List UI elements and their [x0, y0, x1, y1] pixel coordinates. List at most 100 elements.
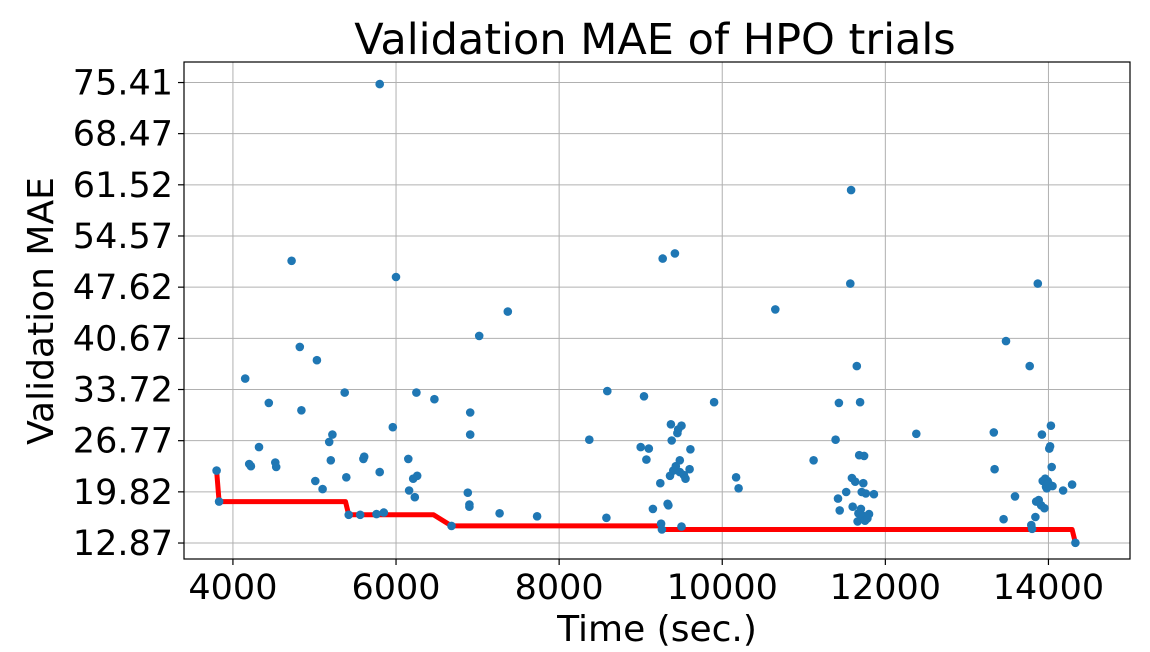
y-axis-label: Validation MAE [21, 177, 62, 445]
trial-point [463, 488, 473, 498]
trial-point [853, 517, 862, 526]
trial-point [709, 397, 719, 407]
trial-point [318, 484, 327, 494]
trial-point [412, 388, 421, 397]
trial-point [848, 502, 857, 512]
y-tick-label: 26.77 [73, 422, 173, 462]
trial-point [1025, 361, 1034, 371]
plot-frame [183, 61, 1131, 560]
trial-point [430, 394, 439, 404]
trial-point [391, 272, 401, 282]
trial-point [1033, 279, 1043, 288]
trial-point [324, 437, 334, 447]
trial-point [503, 307, 513, 316]
trial-point [681, 474, 690, 484]
trial-point [675, 456, 685, 465]
trial-point [342, 473, 351, 482]
x-tick-label: 14000 [993, 568, 1104, 608]
trial-point [355, 510, 365, 520]
trial-point [834, 398, 844, 408]
trial-point [287, 256, 296, 266]
trial-point [532, 512, 542, 521]
x-tick-label: 8000 [515, 568, 604, 608]
y-tick-label: 75.41 [73, 64, 173, 104]
trial-point [312, 355, 322, 365]
trial-point [375, 79, 385, 89]
trial-point [379, 508, 389, 517]
trial-point [271, 462, 281, 472]
trial-point [990, 464, 999, 474]
trial-point [1046, 421, 1056, 431]
trial-point [734, 484, 743, 493]
x-tick-label: 12000 [830, 568, 941, 608]
y-tick-label: 61.52 [73, 166, 173, 206]
trial-point [664, 501, 673, 510]
trial-point [1048, 481, 1057, 491]
trial-point [835, 506, 844, 515]
trial-point [667, 436, 676, 445]
y-tick-label: 40.67 [73, 319, 173, 359]
trial-point [1001, 336, 1011, 346]
trial-point [254, 442, 264, 452]
trial-point [685, 464, 694, 474]
trial-point [474, 331, 484, 341]
trial-point [214, 497, 224, 506]
trial-point [246, 461, 256, 471]
trial-point [686, 445, 695, 454]
trial-point [831, 435, 840, 445]
trial-point [677, 421, 686, 431]
y-tick-label: 19.82 [73, 473, 173, 513]
trial-point [861, 489, 871, 498]
trial-point [771, 305, 780, 314]
trial-point [412, 471, 422, 481]
x-axis: 4000 6000 8000 10000 12000 14000 [188, 559, 1104, 608]
trial-point [809, 456, 818, 465]
best-so-far-polyline [214, 468, 1078, 546]
trial-point [410, 492, 420, 502]
trial-point [311, 476, 320, 486]
y-tick-label: 54.57 [73, 217, 173, 257]
trial-point [495, 509, 504, 518]
trial-point [852, 361, 862, 371]
trial-point [1058, 486, 1068, 495]
trial-point [644, 444, 654, 453]
trial-point [648, 504, 658, 514]
trial-point [989, 428, 999, 437]
trial-point [666, 420, 676, 429]
trial-point [639, 392, 649, 401]
trial-point [636, 442, 645, 452]
trial-point [846, 185, 856, 195]
trial-point [465, 408, 475, 417]
x-tick-label: 10000 [667, 568, 778, 608]
trial-point [731, 473, 741, 482]
trial-point [841, 487, 851, 497]
y-axis: 12.87 19.82 26.77 33.72 40.67 47.62 54.57 61.52… [73, 64, 184, 564]
trial-point [846, 279, 855, 288]
trial-point [1040, 503, 1049, 513]
trial-point [1037, 430, 1047, 439]
y-tick-label: 12.87 [73, 524, 173, 564]
trial-point [1010, 492, 1020, 501]
trial-point [856, 504, 866, 514]
trial-point [375, 467, 385, 477]
trial-point [603, 386, 612, 396]
trial-point [833, 494, 843, 503]
trial-point [656, 478, 665, 488]
trial-point [585, 435, 594, 445]
trial-point [1071, 538, 1080, 548]
trial-point [1045, 442, 1055, 451]
trial-point [295, 342, 305, 352]
trial-point [297, 406, 306, 415]
y-tick-label: 47.62 [73, 268, 173, 308]
trial-point [404, 486, 414, 495]
x-tick-label: 4000 [188, 568, 277, 608]
trial-point [1047, 462, 1056, 472]
trial-point [642, 455, 651, 464]
trial-point [850, 477, 860, 487]
trial-point [344, 510, 354, 520]
trial-point [404, 454, 413, 464]
trial-point [1067, 480, 1077, 489]
chart-title: Validation MAE of HPO trials [354, 15, 955, 65]
y-tick-label: 33.72 [73, 371, 173, 411]
